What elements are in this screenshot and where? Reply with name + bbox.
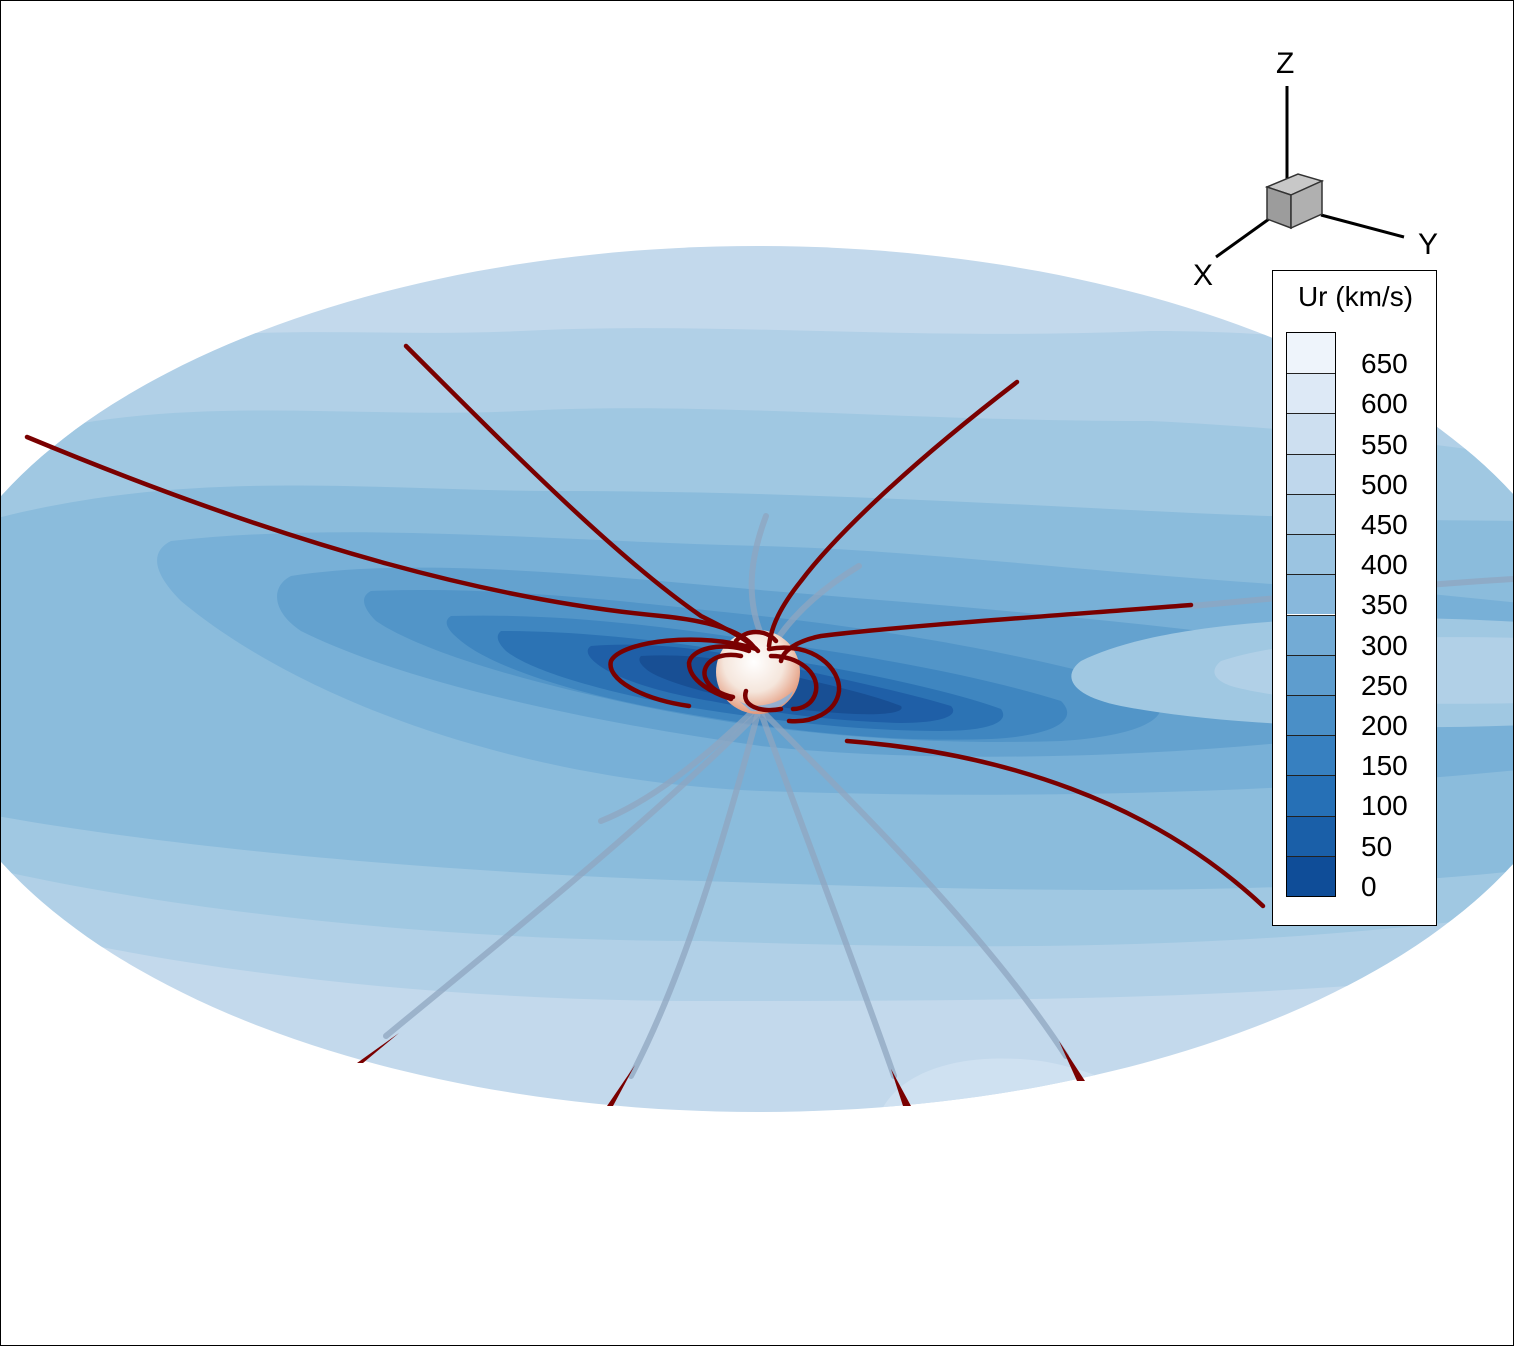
loop-left-inner-2 — [702, 652, 744, 700]
colorbar-swatch — [1287, 614, 1335, 655]
colorbar-swatch — [1287, 413, 1335, 454]
colorbar-tick-label: 50 — [1361, 830, 1393, 862]
colorbar-title: Ur (km/s) — [1297, 281, 1414, 312]
field-line-lower-right — [844, 738, 1266, 909]
field-lines — [24, 343, 1266, 909]
colorbar-tick-label: 250 — [1361, 669, 1408, 701]
loop-right-inner — [768, 653, 819, 712]
y-axis-line — [1320, 213, 1405, 239]
sun-surface — [716, 630, 800, 714]
colorbar-tick-label: 150 — [1361, 750, 1408, 782]
field-line-stub-4 — [1059, 1041, 1085, 1081]
colorbar-tick-label: 100 — [1361, 790, 1408, 822]
field-line-below-5 — [598, 710, 754, 824]
field-line-stub-3 — [891, 1069, 911, 1106]
colorbar-legend: Ur (km/s) 650 600 550 500 450 400 350 300 250 200… — [1272, 270, 1437, 926]
colorbar-swatch — [1287, 654, 1335, 695]
colorbar-swatch — [1287, 815, 1335, 856]
colorbar-swatch — [1287, 694, 1335, 736]
loop-top — [733, 629, 779, 644]
field-line-below-3 — [758, 710, 897, 1079]
colorbar-tick-label: 450 — [1361, 508, 1408, 540]
x-axis-label: X — [1193, 259, 1213, 292]
colorbar-tick-label: 650 — [1361, 348, 1408, 380]
field-lines-below-disk — [383, 513, 1513, 1079]
colorbar-tick-label: 550 — [1361, 428, 1408, 460]
field-line-stub-1 — [357, 1033, 399, 1063]
field-line-right — [778, 602, 1194, 664]
colorbar-tick-label: 300 — [1361, 629, 1408, 661]
colorbar-swatch — [1287, 333, 1335, 374]
colorbar-swatch — [1287, 373, 1335, 414]
colorbar-swatch — [1287, 735, 1335, 776]
field-line-stubs — [357, 1033, 1085, 1106]
field-line-below-1 — [383, 710, 761, 1039]
loop-left-outer — [608, 637, 759, 709]
loop-right-outer — [766, 645, 842, 724]
axes-cube-side — [1290, 179, 1323, 230]
field-line-upper-left — [403, 343, 761, 654]
colorbar-tick-label: 0 — [1361, 870, 1377, 902]
colorbar-tick-label: 350 — [1361, 589, 1408, 621]
colorbar-swatch — [1287, 493, 1335, 535]
field-line-upper-right — [766, 379, 1020, 649]
field-line-far-2 — [773, 563, 862, 644]
axes-triad: Z Y X — [1193, 47, 1438, 292]
z-axis-label: Z — [1276, 47, 1294, 80]
colorbar-swatch — [1287, 534, 1335, 575]
colorbar-tick-label: 500 — [1361, 468, 1408, 500]
field-line-far-1 — [748, 513, 769, 642]
field-line-below-2 — [628, 710, 761, 1079]
colorbar-tick-label: 600 — [1361, 388, 1408, 420]
loop-left-inner-1 — [686, 644, 752, 702]
field-line-below-4 — [761, 710, 1069, 1059]
colorbar-bar — [1286, 332, 1336, 897]
colorbar-swatch — [1287, 574, 1335, 615]
loop-front — [743, 688, 784, 713]
x-axis-line — [1215, 217, 1270, 259]
colorbar-tick-label: 400 — [1361, 549, 1408, 581]
field-line-stub-2 — [607, 1065, 635, 1106]
axes-cube-front — [1266, 185, 1292, 230]
y-axis-label: Y — [1418, 228, 1438, 261]
colorbar-swatch — [1287, 453, 1335, 494]
colorbar-swatch — [1287, 855, 1335, 896]
colorbar-swatch — [1287, 775, 1335, 816]
colorbar-tick-label: 200 — [1361, 710, 1408, 742]
